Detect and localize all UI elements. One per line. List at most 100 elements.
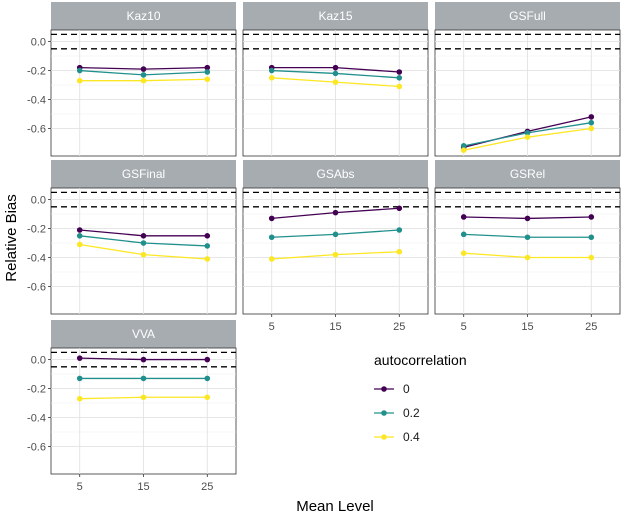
- data-point: [396, 69, 403, 75]
- data-point: [524, 134, 531, 140]
- legend-title: autocorrelation: [374, 352, 467, 368]
- data-point: [76, 227, 83, 233]
- data-point: [588, 114, 595, 120]
- data-point: [268, 256, 275, 262]
- legend-label: 0: [403, 382, 410, 396]
- data-point: [140, 394, 147, 401]
- data-point: [140, 77, 147, 84]
- x-tick-label: 25: [201, 481, 213, 493]
- data-point: [332, 231, 339, 238]
- facet-strip-label: VVA: [132, 327, 155, 341]
- data-point: [140, 66, 147, 72]
- facet-panel-gsfinal: GSFinal 0.0 -0.2 -0.4 -0.6: [27, 160, 237, 315]
- facet-panel-gsabs: GSAbs 5 15 25: [242, 160, 429, 333]
- data-point: [268, 215, 275, 222]
- data-point: [396, 74, 403, 81]
- facet-strip: [435, 2, 620, 30]
- data-point: [332, 79, 339, 85]
- x-tick-label: 15: [329, 321, 341, 333]
- facet-strip: [51, 320, 236, 348]
- data-point: [76, 355, 83, 361]
- data-point: [140, 375, 147, 382]
- data-point: [460, 143, 467, 149]
- y-tick-label: -0.4: [27, 253, 46, 265]
- data-point: [204, 394, 211, 401]
- x-axis-title: Mean Level: [296, 498, 374, 515]
- data-point: [524, 234, 531, 241]
- data-point: [76, 67, 83, 74]
- y-tick-label: 0.0: [31, 37, 46, 49]
- data-point: [332, 209, 339, 216]
- data-point: [268, 67, 275, 74]
- facet-strip-label: Kaz15: [318, 9, 352, 23]
- y-tick-label: -0.6: [27, 281, 46, 293]
- facet-strip: [435, 160, 620, 188]
- data-point: [396, 248, 403, 255]
- x-tick-label: 25: [585, 321, 597, 333]
- data-point: [204, 243, 211, 249]
- data-point: [588, 254, 595, 261]
- data-point: [524, 254, 531, 261]
- data-point: [460, 147, 467, 154]
- facet-strip: [51, 160, 236, 188]
- data-point: [588, 234, 595, 241]
- y-tick-label: 0.0: [31, 355, 46, 367]
- data-point: [460, 250, 467, 256]
- y-tick-label: -0.6: [27, 441, 46, 453]
- data-point: [204, 375, 211, 382]
- data-point: [460, 214, 467, 220]
- data-point: [396, 227, 403, 233]
- data-point: [76, 241, 83, 248]
- y-tick-label: -0.2: [27, 384, 46, 396]
- facet-panel-gsrel: GSRel 5 15 25: [434, 160, 621, 333]
- facet-strip-label: GSRel: [510, 167, 545, 181]
- data-point: [588, 119, 595, 126]
- data-point: [76, 232, 83, 239]
- data-point: [140, 72, 147, 78]
- data-point: [204, 232, 211, 239]
- x-tick-label: 5: [461, 321, 467, 333]
- legend-key-point: [381, 434, 387, 440]
- legend-key-point: [381, 410, 387, 416]
- data-point: [204, 76, 211, 83]
- data-point: [204, 356, 211, 363]
- data-point: [268, 74, 275, 81]
- data-point: [396, 83, 403, 90]
- data-point: [460, 231, 467, 238]
- x-tick-label: 15: [137, 481, 149, 493]
- facet-strip-label: Kaz10: [126, 9, 160, 23]
- y-tick-label: -0.2: [27, 224, 46, 236]
- data-point: [588, 125, 595, 132]
- y-tick-label: 0.0: [31, 195, 46, 207]
- data-point: [204, 64, 211, 71]
- x-tick-label: 5: [77, 481, 83, 493]
- legend-label: 0.4: [403, 430, 420, 444]
- facet-panel-kaz10: Kaz10 0.0 -0.2 -0.4 -0.6: [27, 2, 237, 157]
- data-point: [76, 375, 83, 382]
- y-tick-label: -0.4: [27, 95, 46, 107]
- data-point: [140, 240, 147, 246]
- data-point: [332, 64, 339, 71]
- data-point: [204, 256, 211, 262]
- facet-panel-kaz15: Kaz15: [242, 2, 429, 157]
- facet-strip: [243, 2, 428, 30]
- data-point: [332, 70, 339, 77]
- data-point: [140, 251, 147, 258]
- data-point: [524, 215, 531, 222]
- y-tick-label: -0.2: [27, 66, 46, 78]
- data-point: [268, 234, 275, 241]
- legend-key-point: [381, 386, 387, 392]
- data-point: [396, 205, 403, 212]
- x-tick-label: 5: [269, 321, 275, 333]
- x-tick-label: 25: [393, 321, 405, 333]
- data-point: [76, 77, 83, 84]
- data-point: [140, 232, 147, 239]
- data-point: [332, 251, 339, 258]
- facet-strip: [243, 160, 428, 188]
- data-point: [524, 130, 531, 136]
- y-axis-title: Relative Bias: [3, 194, 20, 282]
- facet-strip-label: GSAbs: [316, 167, 354, 181]
- facet-panels: Kaz10 0.0 -0.2 -0.4 -0.6 Kaz15 GSFull GSFinal 0.…: [27, 2, 621, 493]
- legend: autocorrelation 0 0.2 0.4: [374, 352, 467, 444]
